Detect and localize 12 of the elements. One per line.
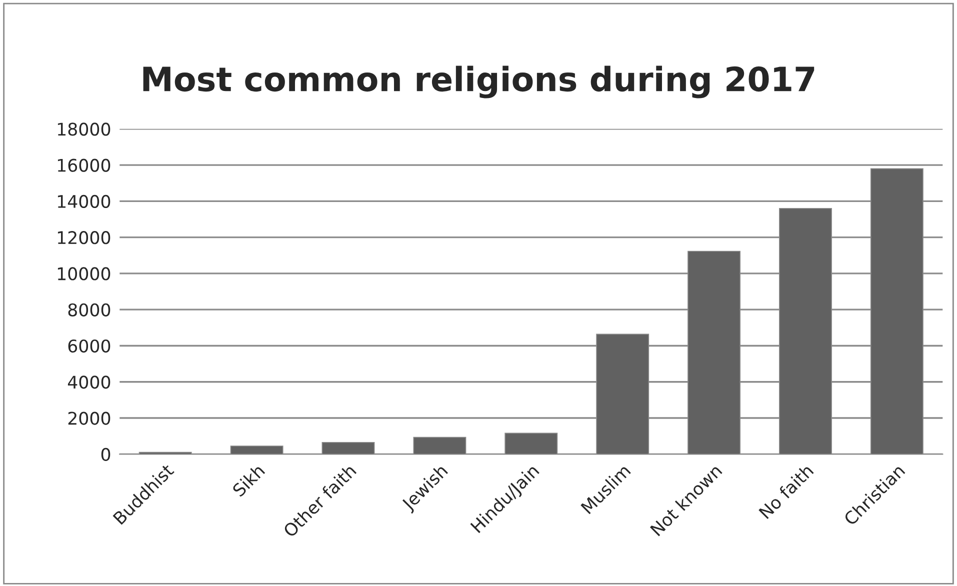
y-tick-label: 12000 bbox=[58, 231, 110, 244]
y-tick-label: 18000 bbox=[58, 122, 110, 136]
y-tick-label: 14000 bbox=[58, 194, 110, 208]
y-tick-label: 16000 bbox=[58, 158, 110, 172]
y-tick-label: 2000 bbox=[68, 412, 110, 425]
chart-title: Most common religions during 2017 bbox=[143, 66, 814, 98]
y-tick-label: 6000 bbox=[68, 339, 110, 353]
y-tick-label: 8000 bbox=[68, 303, 110, 316]
y-tick-label: 10000 bbox=[58, 267, 110, 280]
y-tick-label: 0 bbox=[101, 448, 110, 461]
y-tick-label: 4000 bbox=[68, 376, 110, 389]
x-tick-label: Sikh bbox=[232, 464, 266, 498]
